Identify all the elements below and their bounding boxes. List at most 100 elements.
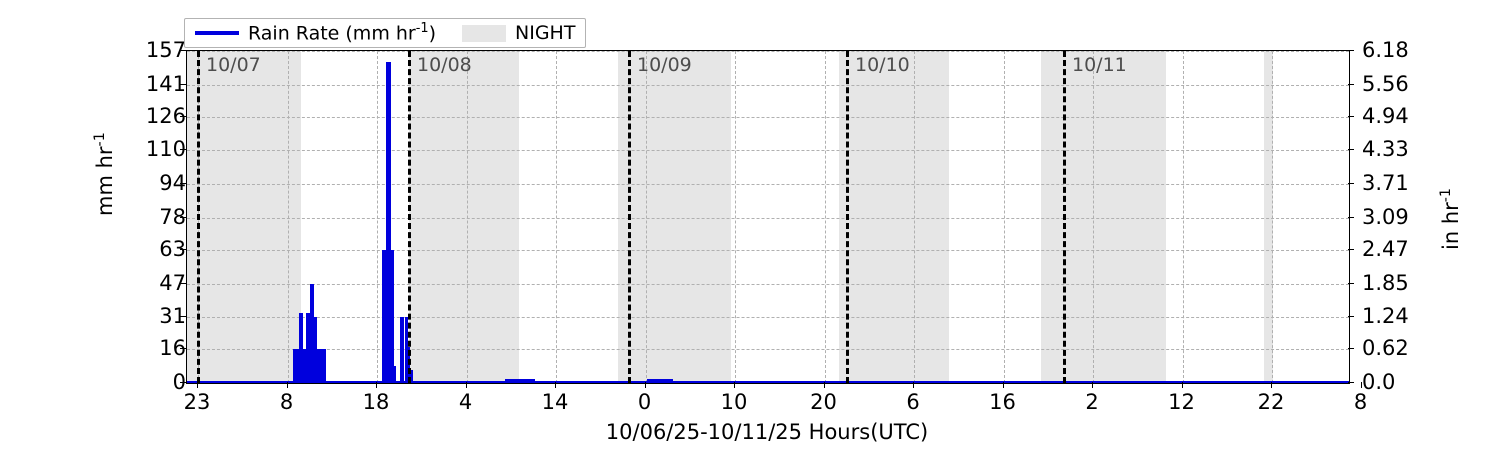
tick-mark-bottom [555, 382, 556, 388]
tick-mark-bottom [1092, 382, 1093, 388]
gridline-horizontal [187, 84, 1349, 86]
tick-mark-right [1348, 316, 1354, 318]
night-patch-swatch-icon [462, 24, 507, 42]
gridline-vertical [556, 51, 557, 383]
gridline-vertical [1182, 51, 1184, 383]
tick-mark-left [180, 316, 186, 318]
tick-mark-left [180, 183, 186, 185]
tick-mark-bottom [1002, 382, 1004, 388]
rain-rate-bar [382, 249, 386, 383]
tick-mark-right [1348, 382, 1354, 383]
legend-label-night: NIGHT [515, 22, 576, 44]
tick-mark-left [180, 348, 186, 350]
x-tick-label: 8 [279, 390, 294, 414]
x-tick-label: 16 [989, 390, 1016, 414]
tick-mark-left [180, 282, 186, 284]
rain-rate-bar [293, 349, 299, 383]
gridline-horizontal [187, 116, 1349, 118]
tick-mark-left [180, 248, 186, 250]
gridline-horizontal [187, 249, 1349, 251]
gridline-vertical [735, 51, 736, 383]
night-band [1264, 51, 1273, 383]
x-tick-label: 22 [1257, 390, 1285, 414]
tick-mark-bottom [465, 382, 467, 388]
y-tick-label-right: 1.85 [1362, 270, 1409, 295]
day-divider [628, 51, 631, 383]
tick-mark-left [180, 217, 186, 219]
day-label: 10/09 [637, 54, 692, 76]
tick-mark-bottom [823, 382, 825, 388]
rain-rate-bar [410, 370, 413, 383]
y-axis-title-right: in hr-1 [1438, 188, 1463, 250]
tick-mark-right [1348, 282, 1354, 284]
tick-mark-bottom [1181, 382, 1183, 388]
gridline-horizontal [187, 317, 1349, 319]
y-tick-label-right: 3.71 [1362, 171, 1409, 196]
tick-mark-right [1348, 348, 1354, 350]
x-tick-label: 4 [458, 390, 473, 414]
y-tick-label-right: 3.09 [1362, 205, 1409, 230]
tick-mark-bottom [1360, 382, 1362, 388]
x-tick-label: 10 [720, 390, 748, 414]
tick-mark-bottom [197, 382, 198, 388]
x-tick-label: 2 [1085, 390, 1099, 414]
gridline-vertical [1003, 51, 1005, 383]
tick-mark-right [1348, 248, 1354, 250]
tick-mark-left [180, 115, 186, 117]
tick-mark-bottom [734, 382, 735, 388]
y-tick-label-left: 110 [145, 137, 186, 162]
tick-mark-right [1348, 217, 1354, 219]
rain-rate-bar [391, 249, 394, 383]
y-tick-label-right: 6.18 [1362, 38, 1409, 62]
y-axis-title-left: mm hr-1 [92, 132, 117, 216]
y-tick-label-right: 4.94 [1362, 103, 1409, 128]
day-label: 10/10 [855, 54, 910, 76]
gridline-vertical [824, 51, 826, 383]
rain-rate-bar [400, 317, 404, 383]
rain-rate-bar [505, 378, 535, 383]
rain-rate-bar [394, 366, 396, 383]
day-label: 10/11 [1072, 54, 1127, 76]
gridline-horizontal [187, 283, 1349, 285]
legend-entry-night: NIGHT [462, 22, 575, 44]
y-tick-label-right: 1.24 [1362, 304, 1409, 329]
rain-rate-bar [317, 349, 326, 383]
tick-mark-left [180, 83, 186, 85]
night-band [618, 51, 731, 383]
legend-entry-rain-rate: Rain Rate (mm hr-1) [195, 21, 436, 45]
gridline-horizontal [187, 349, 1349, 351]
rain-rate-bar [310, 283, 314, 383]
night-band [1041, 51, 1166, 383]
x-tick-label: 0 [637, 390, 652, 414]
y-tick-label-left: 126 [145, 103, 186, 128]
night-band [187, 51, 301, 383]
tick-mark-left [180, 50, 186, 51]
rain-rate-bar [303, 349, 306, 383]
y-tick-label-right: 2.47 [1362, 236, 1409, 261]
tick-mark-left [180, 382, 186, 383]
tick-mark-bottom [644, 382, 646, 388]
rain-rate-bar [299, 313, 303, 383]
tick-mark-right [1348, 83, 1354, 85]
x-tick-label: 23 [183, 390, 211, 414]
rain-rate-bar [306, 313, 310, 383]
rain-rate-baseline [187, 380, 1349, 383]
gridline-horizontal [187, 218, 1349, 220]
tick-mark-right [1348, 183, 1354, 185]
rain-rate-line-swatch-icon [195, 30, 239, 35]
night-band [409, 51, 519, 383]
plot-area[interactable]: 10/07 10/08 10/09 10/10 10/11 [186, 50, 1350, 384]
gridline-horizontal [187, 51, 1349, 52]
x-tick-label: 6 [906, 390, 920, 414]
y-tick-label-left: 141 [145, 71, 186, 96]
x-tick-label: 12 [1168, 390, 1195, 414]
tick-mark-bottom [1271, 382, 1272, 388]
tick-mark-right [1348, 115, 1354, 117]
rain-rate-bar [405, 317, 408, 383]
tick-mark-right [1348, 149, 1354, 151]
x-tick-label: 20 [810, 390, 837, 414]
rain-rate-bar [386, 61, 391, 383]
tick-mark-bottom [286, 382, 288, 388]
x-axis-title: 10/06/25-10/11/25 Hours(UTC) [605, 420, 929, 444]
